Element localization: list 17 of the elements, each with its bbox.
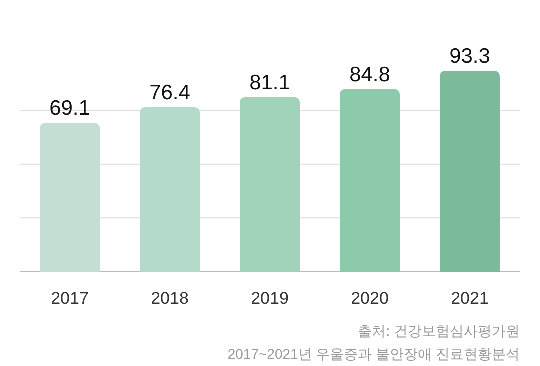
data-label: 76.4 [150,81,191,104]
bar [40,123,100,272]
x-tick-label: 2021 [451,289,489,308]
data-label: 93.3 [450,45,490,68]
data-label: 84.8 [350,63,390,86]
x-tick-label: 2017 [51,289,89,308]
bar [340,89,400,272]
text: 2017~2021년 우울증과 불안장애 진료현황분석 [228,346,520,362]
data-label: 69.1 [50,97,90,120]
x-tick-label: 2020 [351,289,389,308]
source-note: 출처: 건강보험심사평가원 [358,323,520,339]
bar [440,71,500,272]
bar [240,97,300,272]
bar [140,107,200,272]
x-tick-label: 2018 [151,289,189,308]
x-tick-label: 2019 [251,289,289,308]
data-label: 81.1 [250,71,290,94]
